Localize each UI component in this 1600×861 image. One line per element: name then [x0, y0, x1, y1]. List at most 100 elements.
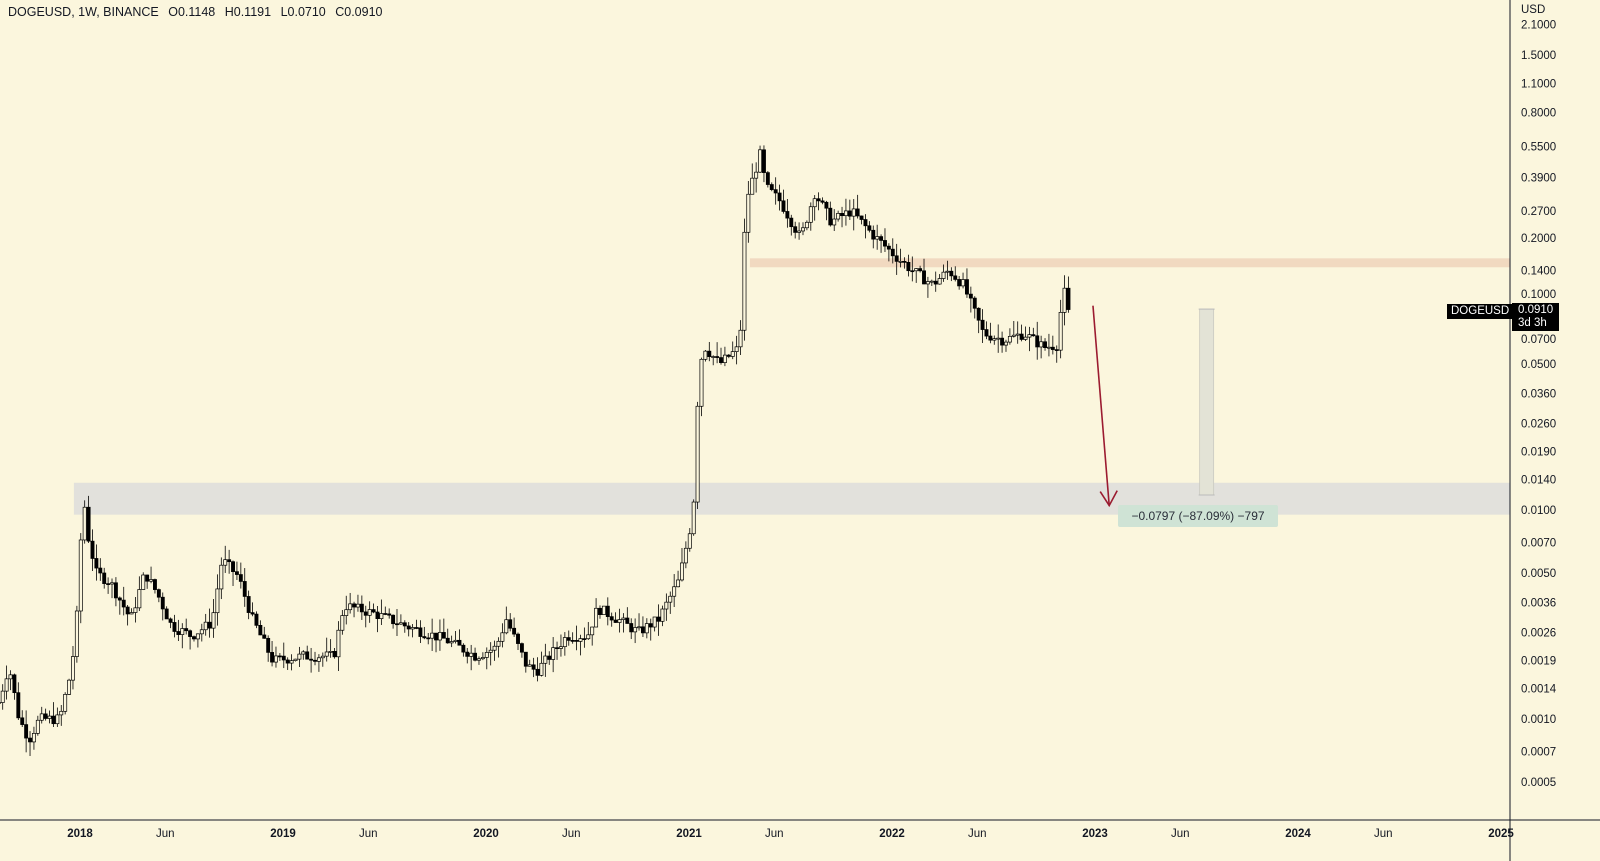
- candle-body: [0, 690, 5, 703]
- time-tick: Jun: [156, 828, 175, 840]
- candle-body: [133, 607, 138, 613]
- candle-body: [894, 255, 899, 262]
- candle-body: [274, 655, 278, 663]
- candle-body: [843, 210, 848, 217]
- candle-body: [188, 630, 193, 637]
- candle-body: [410, 627, 415, 630]
- candle-body: [699, 358, 704, 407]
- candle-body: [1007, 335, 1012, 343]
- candle-body: [227, 559, 232, 563]
- candle-body: [531, 664, 536, 670]
- time-tick: 2021: [676, 828, 702, 840]
- candle-body: [153, 579, 157, 590]
- candle-body: [164, 608, 169, 620]
- candle-body: [242, 581, 247, 597]
- candle-body: [715, 356, 720, 358]
- candle-body: [707, 350, 712, 357]
- candle-body: [352, 603, 357, 608]
- time-tick: 2022: [879, 828, 905, 840]
- price-tick: 0.0036: [1521, 598, 1556, 610]
- candle-body: [316, 657, 321, 662]
- price-tick: 0.0190: [1521, 447, 1556, 459]
- candle-body: [945, 270, 950, 273]
- candle-body: [488, 649, 493, 653]
- candle-body: [957, 279, 962, 287]
- candle-body: [992, 338, 997, 341]
- candle-body: [141, 574, 146, 590]
- candle-body: [1050, 346, 1055, 350]
- candle-body: [441, 632, 446, 639]
- candle-body: [925, 281, 930, 285]
- candle-body: [231, 561, 235, 573]
- candle-body: [125, 606, 130, 615]
- candle-body: [149, 579, 153, 582]
- candle-body: [301, 651, 306, 655]
- candle-body: [672, 586, 677, 597]
- bar-countdown: 3d 3h: [1518, 317, 1547, 329]
- price-tick: 1.5000: [1521, 50, 1556, 62]
- candle-body: [816, 198, 821, 202]
- candle-body: [234, 571, 239, 575]
- price-tick: 0.2700: [1521, 206, 1556, 218]
- measure-range: [1199, 308, 1215, 496]
- candle-body: [738, 329, 743, 348]
- candle-body: [121, 599, 126, 608]
- candle-body: [1039, 341, 1044, 348]
- candle-body: [726, 354, 731, 357]
- candle-body: [395, 623, 399, 626]
- candle-body: [313, 659, 317, 662]
- candle-body: [504, 619, 509, 634]
- candles: [0, 145, 1071, 756]
- candle-body: [762, 149, 766, 173]
- candle-body: [356, 603, 360, 608]
- candle-body: [383, 613, 388, 615]
- time-tick: Jun: [1171, 828, 1190, 840]
- candle-body: [629, 623, 634, 633]
- candle-body: [285, 659, 290, 664]
- price-tick: 0.0360: [1521, 389, 1556, 401]
- candle-body: [980, 319, 985, 330]
- close-value: C0.0910: [335, 5, 383, 19]
- candle-body: [863, 219, 868, 227]
- candle-body: [106, 583, 111, 585]
- candle-body: [270, 652, 275, 663]
- candle-body: [746, 193, 751, 233]
- candle-body: [758, 149, 763, 173]
- candle-body: [430, 632, 435, 639]
- candle-body: [281, 655, 286, 661]
- candle-body: [402, 622, 407, 627]
- candle-body: [976, 307, 981, 321]
- candle-body: [371, 609, 376, 613]
- candle-body: [875, 236, 880, 240]
- candle-body: [1004, 341, 1008, 346]
- candle-body: [570, 640, 575, 642]
- price-tick: 0.0014: [1521, 683, 1557, 695]
- candle-body: [195, 633, 200, 640]
- candle-body: [477, 658, 481, 661]
- candle-body: [937, 278, 942, 285]
- candle-body: [968, 293, 973, 299]
- candle-body: [566, 637, 571, 641]
- last-price: 0.0910: [1518, 304, 1554, 316]
- candle-body: [680, 562, 684, 581]
- candle-body: [769, 184, 774, 190]
- candle-body: [258, 624, 263, 636]
- price-tick: 0.0700: [1521, 334, 1556, 346]
- candle-body: [55, 714, 60, 725]
- candle-body: [387, 613, 392, 616]
- candle-body: [180, 628, 185, 635]
- candle-body: [67, 679, 72, 695]
- candle-body: [598, 607, 602, 615]
- candle-body: [836, 213, 841, 220]
- candle-body: [453, 639, 458, 642]
- candle-body: [98, 567, 103, 574]
- axis-currency: USD: [1521, 4, 1545, 16]
- candle-body: [1062, 287, 1067, 313]
- price-tick: 0.1400: [1521, 265, 1556, 277]
- candle-body: [652, 616, 657, 628]
- candle-body: [445, 637, 450, 644]
- candle-body: [78, 539, 83, 612]
- candle-body: [129, 612, 134, 615]
- candle-body: [793, 226, 798, 233]
